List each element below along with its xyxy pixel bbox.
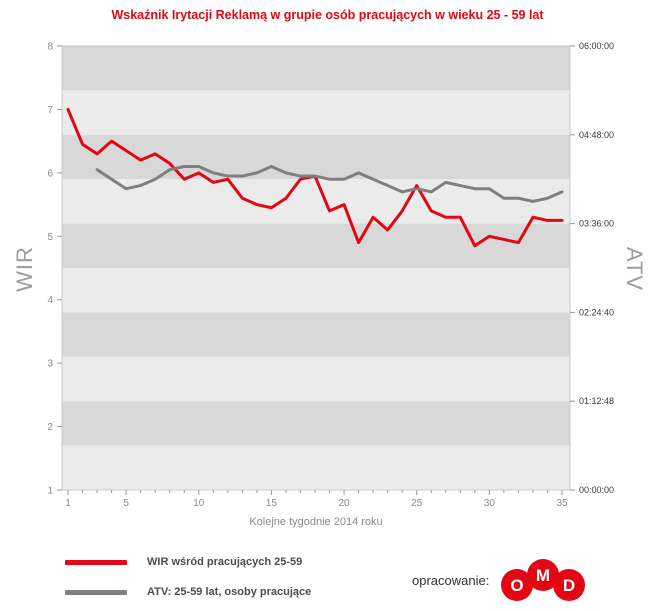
left-tick-label: 4 bbox=[47, 295, 53, 306]
legend-swatch-atv bbox=[65, 589, 127, 595]
right-tick-label: 01:12:48 bbox=[579, 396, 614, 406]
right-tick-label: 06:00:00 bbox=[579, 41, 614, 51]
omd-logo-letter: D bbox=[563, 576, 575, 595]
plot-stripe bbox=[62, 356, 570, 402]
plot-stripe bbox=[62, 401, 570, 446]
left-tick-label: 2 bbox=[47, 422, 53, 433]
left-tick-label: 1 bbox=[47, 486, 53, 497]
x-tick-label: 5 bbox=[123, 498, 129, 509]
legend-swatch-wir bbox=[65, 559, 127, 565]
legend-label-wir: WIR wśród pracujących 25-59 bbox=[147, 556, 303, 568]
x-tick-label: 15 bbox=[266, 498, 278, 509]
right-tick-label: 03:36:00 bbox=[579, 219, 614, 229]
right-axis-title: ATV bbox=[622, 246, 648, 292]
series-line-atv bbox=[95, 165, 564, 203]
plot-stripe bbox=[62, 445, 570, 490]
right-tick-label: 04:48:00 bbox=[579, 130, 614, 140]
omd-logo-circle bbox=[501, 569, 534, 601]
chart-title: Wskaźnik Irytacji Reklamą w grupie osób … bbox=[111, 8, 544, 22]
x-axis-title: Kolejne tygodnie 2014 roku bbox=[249, 516, 383, 528]
right-tick-label: 00:00:00 bbox=[579, 485, 614, 495]
left-tick-label: 5 bbox=[47, 232, 53, 243]
plot-stripe bbox=[62, 46, 570, 91]
left-tick-label: 3 bbox=[47, 359, 53, 370]
plot-frame bbox=[61, 45, 571, 491]
x-tick-label: 25 bbox=[411, 498, 423, 509]
omd-logo: OMD bbox=[501, 559, 586, 601]
omd-logo-letter: O bbox=[511, 576, 524, 595]
left-tick-label: 7 bbox=[47, 105, 53, 116]
omd-logo-circle bbox=[527, 559, 560, 591]
x-tick-label: 35 bbox=[556, 498, 568, 509]
left-tick-label: 8 bbox=[47, 42, 53, 53]
x-tick-label: 10 bbox=[193, 498, 205, 509]
x-tick-label: 20 bbox=[338, 498, 350, 509]
x-tick-label: 30 bbox=[484, 498, 496, 509]
credit-label: opracowanie: bbox=[412, 572, 490, 588]
legend-label-atv: ATV: 25-59 lat, osoby pracujące bbox=[147, 586, 312, 598]
legend-item-wir: WIR wśród pracujących 25-59 bbox=[65, 556, 311, 568]
legend-item-atv: ATV: 25-59 lat, osoby pracujące bbox=[65, 586, 311, 598]
plot-stripe bbox=[62, 312, 570, 357]
omd-logo-circle bbox=[553, 569, 586, 601]
plot-stripe bbox=[62, 223, 570, 268]
plot-stripe bbox=[62, 90, 570, 135]
right-tick-label: 02:24:40 bbox=[579, 307, 614, 317]
plot-stripe bbox=[62, 179, 570, 224]
omd-logo-letter: M bbox=[536, 566, 550, 585]
plot-stripe bbox=[62, 268, 570, 313]
left-axis-title: WIR bbox=[11, 246, 37, 292]
x-tick-label: 1 bbox=[65, 498, 71, 509]
legend: WIR wśród pracujących 25-59 ATV: 25-59 l… bbox=[65, 556, 311, 611]
left-tick-label: 6 bbox=[47, 168, 53, 179]
